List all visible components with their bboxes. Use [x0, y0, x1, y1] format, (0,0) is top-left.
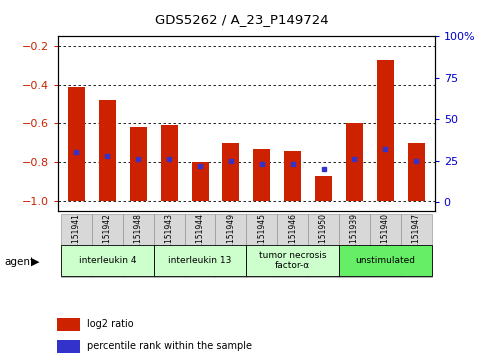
Bar [57, 340, 80, 353]
Bar [185, 214, 215, 277]
Bar [215, 214, 246, 277]
Bar [154, 214, 185, 277]
Bar [346, 123, 363, 201]
Bar [284, 151, 301, 201]
Text: ▶: ▶ [31, 257, 40, 267]
Bar [192, 162, 209, 201]
Bar [246, 245, 339, 276]
Bar [99, 100, 116, 201]
Text: GDS5262 / A_23_P149724: GDS5262 / A_23_P149724 [155, 13, 328, 26]
Bar [401, 214, 432, 277]
Bar [408, 143, 425, 201]
Bar [308, 214, 339, 277]
Bar [123, 214, 154, 277]
Text: interleukin 4: interleukin 4 [79, 256, 136, 265]
Text: interleukin 13: interleukin 13 [168, 256, 232, 265]
Bar [370, 214, 401, 277]
Text: unstimulated: unstimulated [355, 256, 415, 265]
Bar [339, 245, 432, 276]
Bar [92, 214, 123, 277]
Text: percentile rank within the sample: percentile rank within the sample [86, 341, 252, 351]
Bar [377, 60, 394, 201]
Text: log2 ratio: log2 ratio [86, 319, 133, 329]
Bar [154, 245, 246, 276]
Bar [61, 245, 154, 276]
Bar [161, 125, 178, 201]
Bar [130, 127, 147, 201]
Bar [68, 87, 85, 201]
Bar [246, 214, 277, 277]
Bar [315, 176, 332, 201]
Bar [253, 148, 270, 201]
Bar [222, 143, 240, 201]
Text: tumor necrosis
factor-α: tumor necrosis factor-α [259, 251, 327, 270]
Bar [277, 214, 308, 277]
Bar [339, 214, 370, 277]
Bar [61, 214, 92, 277]
Text: agent: agent [5, 257, 35, 267]
Bar [57, 318, 80, 331]
